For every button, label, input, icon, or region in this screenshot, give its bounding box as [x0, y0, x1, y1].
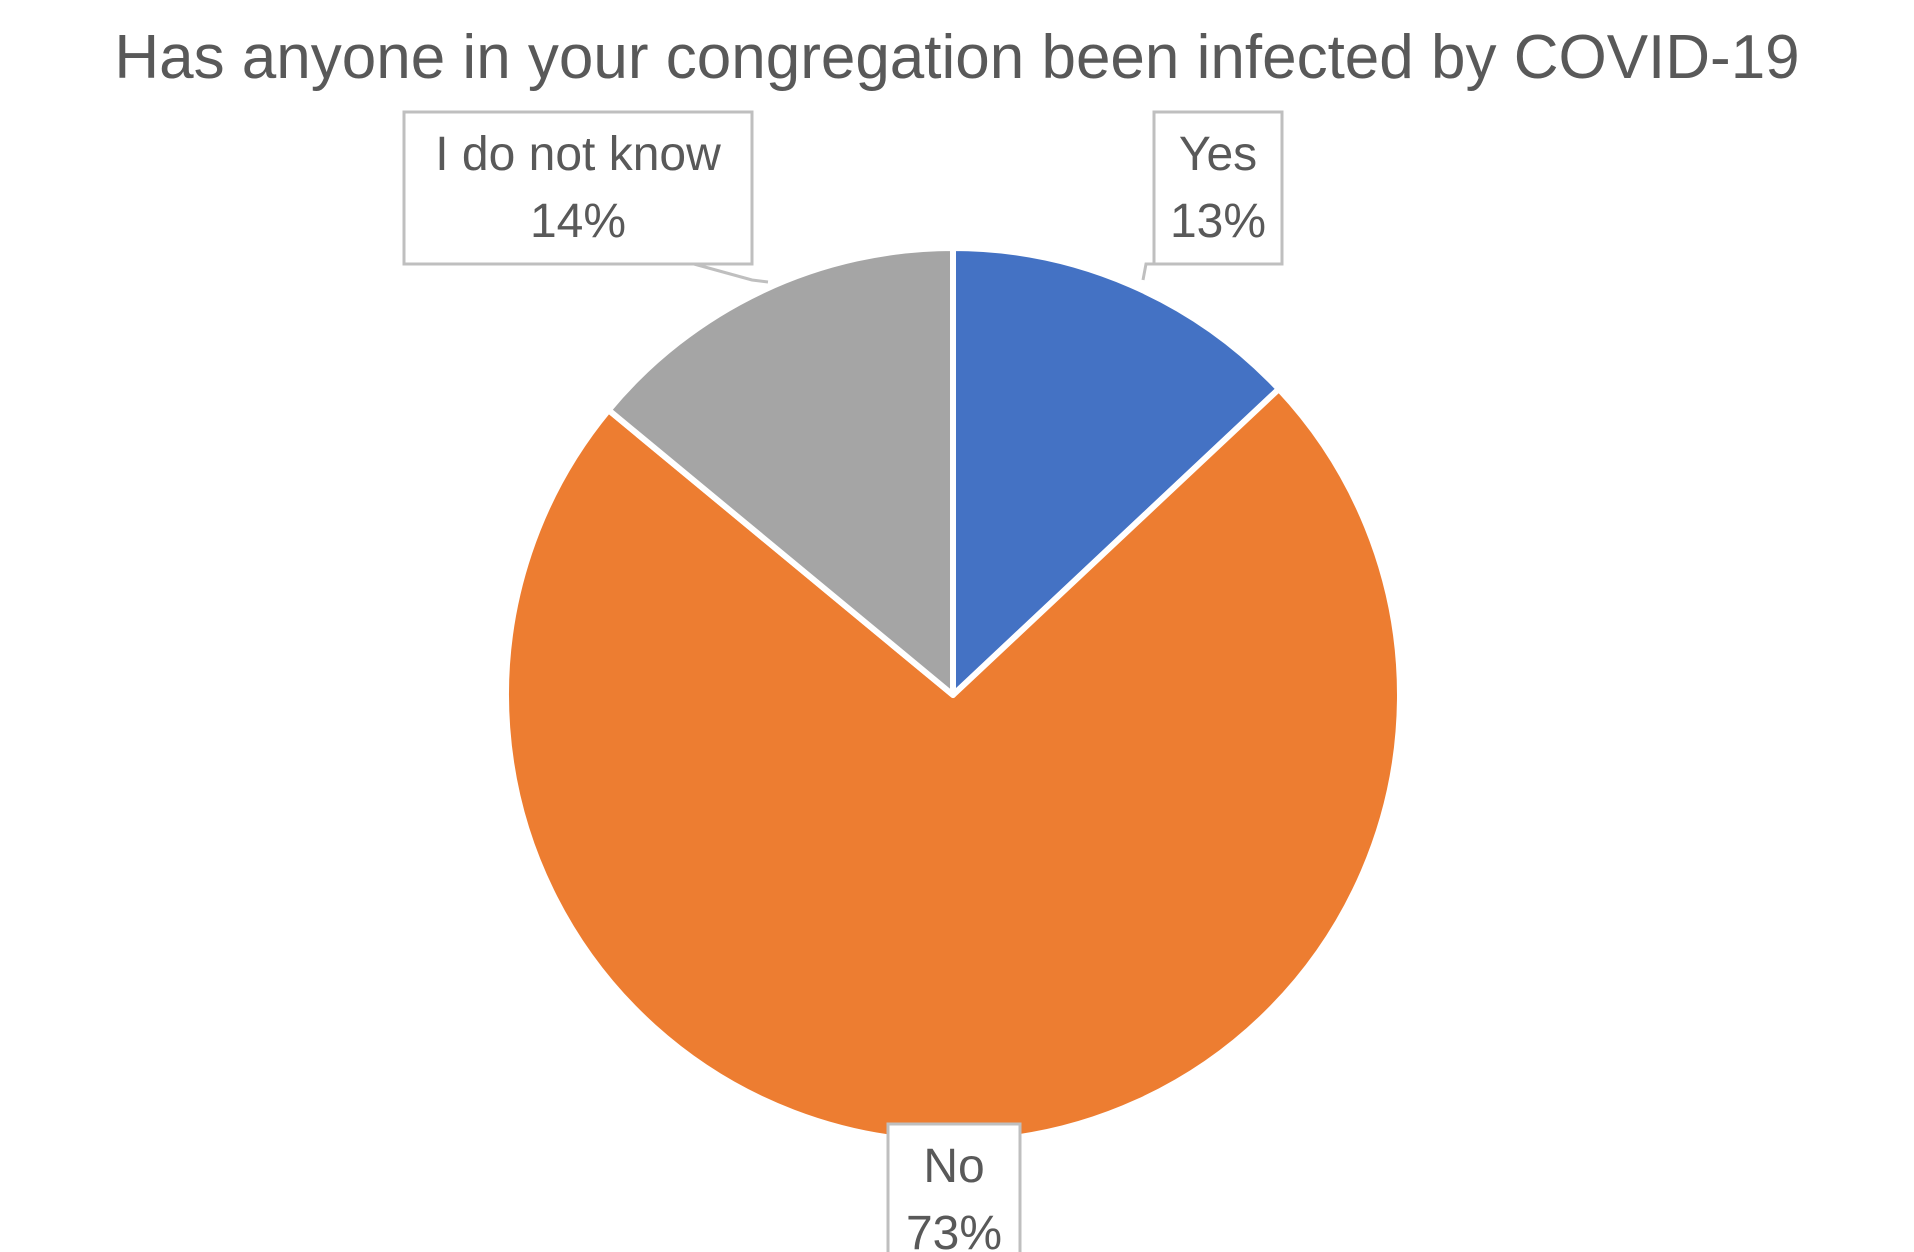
- data-labels: Yes 13% No 73% I do not know 14%: [402, 110, 1284, 1252]
- data-label-percent: 73%: [906, 1207, 1002, 1252]
- data-label-no: No 73%: [886, 1122, 1022, 1252]
- pie-slices: [503, 245, 1403, 1145]
- data-label-box: [1152, 110, 1284, 266]
- data-label-yes: Yes 13%: [1141, 110, 1284, 281]
- leader-line: [693, 262, 769, 284]
- data-label-i-do-not-know: I do not know 14%: [402, 110, 769, 284]
- data-label-category: I do not know: [435, 128, 721, 181]
- pie-slice-i-do-not-know: [605, 245, 956, 698]
- data-label-percent: 14%: [530, 195, 626, 248]
- data-label-box: [402, 110, 754, 266]
- leader-line: [1141, 262, 1154, 281]
- pie-slice-yes: [950, 245, 1282, 698]
- chart-title: Has anyone in your congregation been inf…: [114, 23, 1800, 92]
- data-label-box: [886, 1122, 1022, 1252]
- data-label-category: No: [923, 1140, 984, 1193]
- data-label-percent: 13%: [1170, 195, 1266, 248]
- data-label-category: Yes: [1179, 128, 1257, 181]
